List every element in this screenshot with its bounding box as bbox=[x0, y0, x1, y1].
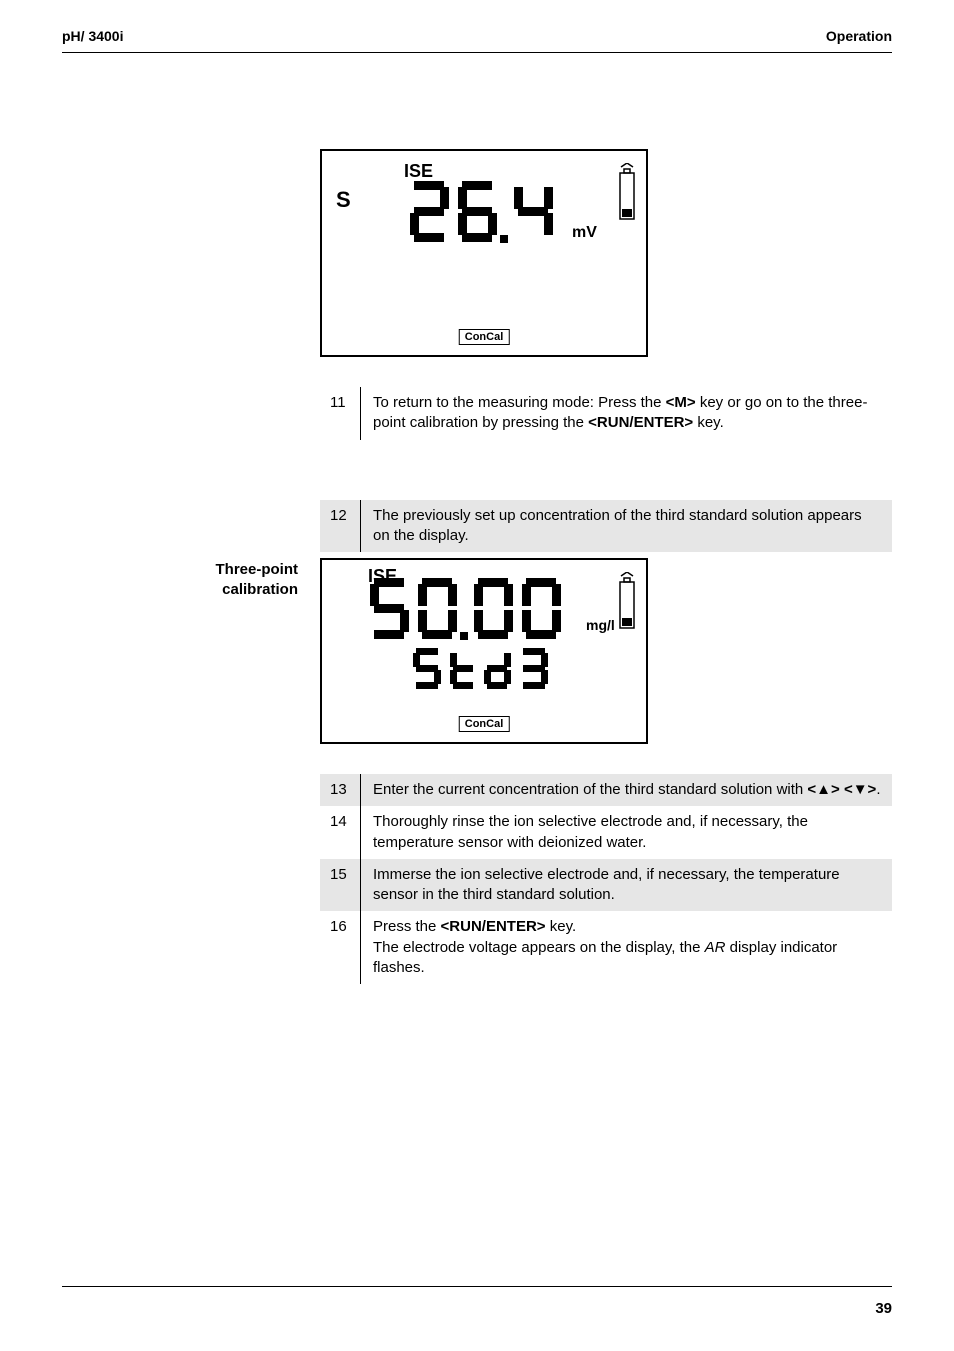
lcd1-s-indicator: S bbox=[336, 187, 351, 213]
step-14-row: 14 Thoroughly rinse the ion selective el… bbox=[320, 806, 892, 859]
lcd-box-2: ISE bbox=[320, 558, 648, 744]
step-13-text: Enter the current concentration of the t… bbox=[373, 774, 892, 806]
lcd-box-1: S ISE bbox=[320, 149, 648, 357]
footer-divider bbox=[62, 1286, 892, 1287]
lcd2-concal-badge: ConCal bbox=[459, 716, 510, 732]
side-line1: Three-point bbox=[216, 561, 299, 578]
step13-post: . bbox=[876, 781, 880, 798]
step-divider bbox=[360, 806, 361, 859]
lcd-display-1: S ISE bbox=[320, 149, 892, 357]
header-left: pH/ 3400i bbox=[62, 28, 123, 44]
step16-pre: Press the bbox=[373, 918, 441, 935]
step-16-row: 16 Press the <RUN/ENTER> key.The electro… bbox=[320, 911, 892, 984]
step11-t0: To return to the measuring mode: Press t… bbox=[373, 394, 666, 411]
step-12-num: 12 bbox=[320, 500, 360, 553]
step-divider bbox=[360, 387, 361, 440]
header-right: Operation bbox=[826, 28, 892, 44]
step-11-text: To return to the measuring mode: Press t… bbox=[373, 387, 892, 440]
step-13-num: 13 bbox=[320, 774, 360, 806]
step-12-row: 12 The previously set up concentration o… bbox=[320, 500, 892, 553]
step-divider bbox=[360, 859, 361, 912]
battery-icon bbox=[618, 572, 636, 637]
step-12-text: The previously set up concentration of t… bbox=[373, 500, 892, 553]
page-header: pH/ 3400i Operation bbox=[0, 0, 954, 44]
step-16-text: Press the <RUN/ENTER> key.The electrode … bbox=[373, 911, 892, 984]
lcd2-main-value: mg/l bbox=[368, 574, 615, 651]
lcd2-sub-value bbox=[412, 646, 562, 699]
lcd1-concal-badge: ConCal bbox=[459, 329, 510, 345]
step-11-row: 11 To return to the measuring mode: Pres… bbox=[320, 387, 892, 440]
content: S ISE bbox=[0, 149, 954, 984]
step-divider bbox=[360, 911, 361, 984]
step-divider bbox=[360, 500, 361, 553]
step-11-num: 11 bbox=[320, 387, 360, 440]
step16-ar: AR bbox=[705, 939, 726, 956]
step11-key2: <RUN/ENTER> bbox=[588, 414, 693, 431]
step13-arrows: <▲> <▼> bbox=[807, 781, 876, 798]
page-number: 39 bbox=[875, 1300, 892, 1317]
step-divider bbox=[360, 774, 361, 806]
step-14-num: 14 bbox=[320, 806, 360, 859]
step11-t2: key. bbox=[693, 414, 724, 431]
battery-icon bbox=[618, 163, 636, 228]
step-15-row: 15 Immerse the ion selective electrode a… bbox=[320, 859, 892, 912]
step-15-num: 15 bbox=[320, 859, 360, 912]
step11-key1: <M> bbox=[666, 394, 696, 411]
lcd2-unit: mg/l bbox=[586, 617, 615, 633]
lcd1-unit: mV bbox=[572, 224, 597, 242]
step13-pre: Enter the current concentration of the t… bbox=[373, 781, 807, 798]
side-line2: calibration bbox=[222, 581, 298, 598]
three-point-label: Three-point calibration bbox=[128, 560, 298, 599]
step-15-text: Immerse the ion selective electrode and,… bbox=[373, 859, 892, 912]
step-14-text: Thoroughly rinse the ion selective elect… bbox=[373, 806, 892, 859]
step16-key: <RUN/ENTER> bbox=[441, 918, 546, 935]
step-16-num: 16 bbox=[320, 911, 360, 984]
step-13-row: 13 Enter the current concentration of th… bbox=[320, 774, 892, 806]
lcd2-digits bbox=[368, 574, 580, 651]
header-divider bbox=[62, 52, 892, 53]
lcd1-digits bbox=[408, 177, 568, 254]
lcd1-main-value: mV bbox=[408, 177, 597, 254]
lcd-display-2: ISE bbox=[320, 558, 892, 744]
